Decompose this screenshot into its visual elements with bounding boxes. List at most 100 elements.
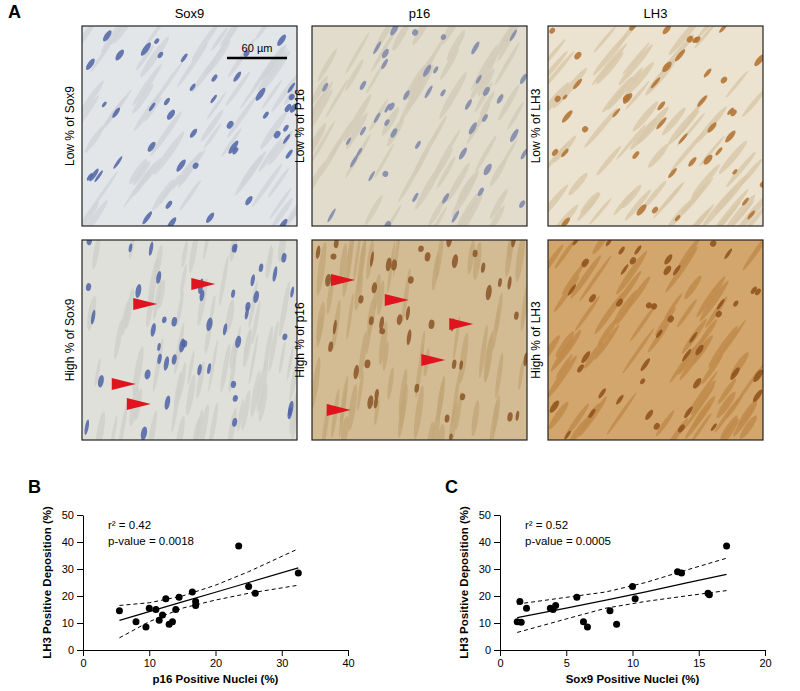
data-point <box>172 606 179 613</box>
tissue-fiber <box>278 341 287 374</box>
nucleus <box>732 168 739 175</box>
tissue-fiber <box>435 381 445 420</box>
confidence-band-lower <box>119 585 298 638</box>
x-axis-tick: 15 <box>693 650 705 669</box>
nucleus <box>164 395 172 410</box>
arrowhead <box>449 318 473 330</box>
y-axis-tick-label: 30 <box>62 563 74 575</box>
nucleus <box>650 76 662 89</box>
tissue-fiber <box>426 421 436 440</box>
y-axis-tick: 0 <box>68 644 83 656</box>
tissue-fiber <box>629 303 658 342</box>
y-axis-tick-mark <box>494 623 500 624</box>
tissue-fiber <box>146 410 159 440</box>
y-axis-tick-mark <box>494 515 500 516</box>
tissue-fiber <box>457 332 471 384</box>
tissue-fiber <box>477 325 489 379</box>
nucleus <box>175 158 188 173</box>
nucleus <box>371 282 378 294</box>
data-point <box>133 618 140 625</box>
nucleus <box>277 217 289 226</box>
row-label: High % of Sox9 <box>63 298 77 381</box>
nucleus <box>330 253 337 260</box>
y-axis-tick: 10 <box>479 617 500 629</box>
tissue-fiber <box>397 78 427 124</box>
nucleus <box>628 256 637 265</box>
data-point <box>159 611 166 618</box>
x-axis-tick: 5 <box>564 650 570 669</box>
data-point <box>706 591 713 598</box>
nucleus <box>389 26 401 37</box>
x-axis-title: Sox9 Positive Nuclei (%) <box>566 673 700 685</box>
arrowhead <box>331 274 355 286</box>
tissue-fiber <box>665 200 692 226</box>
y-axis-title: LH3 Positive Deposition (%) <box>458 506 470 659</box>
column-title: p16 <box>409 6 431 21</box>
column-title: LH3 <box>644 6 668 21</box>
x-axis-tick-mark <box>83 650 84 656</box>
nucleus <box>752 368 763 383</box>
tissue-fiber <box>724 150 757 189</box>
nucleus <box>333 240 339 248</box>
nucleus <box>321 82 329 93</box>
tissue-fiber <box>453 192 486 226</box>
tissue-fiber <box>438 46 461 81</box>
tissue-fiber <box>485 204 507 226</box>
y-axis: 01020304050 <box>62 509 84 656</box>
tissue-fiber <box>605 392 637 436</box>
tissue-fiber <box>658 33 696 77</box>
tissue-fiber <box>249 371 263 418</box>
tissue-fiber <box>243 329 252 359</box>
nucleus <box>687 156 698 168</box>
nucleus <box>258 263 264 272</box>
nucleus <box>234 335 242 348</box>
y-axis-tick: 50 <box>62 509 83 521</box>
nucleus <box>475 74 483 84</box>
x-axis-tick-label: 30 <box>276 657 288 669</box>
nucleus <box>153 37 160 45</box>
nucleus <box>509 29 519 42</box>
nucleus <box>326 208 337 223</box>
nucleus <box>414 140 422 150</box>
tissue-fiber <box>128 240 137 260</box>
tissue-fiber <box>187 240 200 273</box>
row-label: High % of LH3 <box>529 301 543 379</box>
x-axis-tick: 20 <box>210 650 222 669</box>
tissue-fiber <box>573 295 601 332</box>
tissue-fiber <box>582 106 619 149</box>
tissue-fiber <box>172 322 186 374</box>
nucleus <box>178 338 186 353</box>
nucleus <box>444 414 450 423</box>
nucleus <box>180 53 189 64</box>
nucleus <box>691 377 703 390</box>
tissue-fiber <box>466 240 476 275</box>
tissue-fiber <box>741 240 763 272</box>
x-axis-title: p16 Positive Nuclei (%) <box>153 673 279 685</box>
tissue-fiber <box>262 326 275 371</box>
nucleus <box>440 33 447 41</box>
tissue-fiber <box>224 70 252 107</box>
nucleus <box>716 298 726 311</box>
nucleus <box>615 394 625 406</box>
nucleus <box>414 383 420 393</box>
nucleus <box>359 80 368 91</box>
nucleus <box>205 211 216 224</box>
tissue-fiber <box>716 377 738 405</box>
tissue-fiber <box>623 60 656 98</box>
nucleus <box>372 41 382 55</box>
y-axis-tick-label: 0 <box>68 644 74 656</box>
x-axis-tick-label: 5 <box>564 657 570 669</box>
nucleus <box>650 302 659 311</box>
nucleus <box>548 399 561 414</box>
nucleus <box>411 192 419 203</box>
y-axis-tick: 30 <box>479 563 500 575</box>
tissue-fiber <box>706 324 740 369</box>
data-point <box>146 605 153 612</box>
nucleus <box>250 274 256 287</box>
nucleus <box>231 418 237 427</box>
data-point <box>252 590 259 597</box>
tissue-fiber <box>494 352 505 399</box>
annotation: r² = 0.52 <box>525 519 568 531</box>
nucleus <box>389 127 398 138</box>
tissue-fiber <box>180 240 189 268</box>
